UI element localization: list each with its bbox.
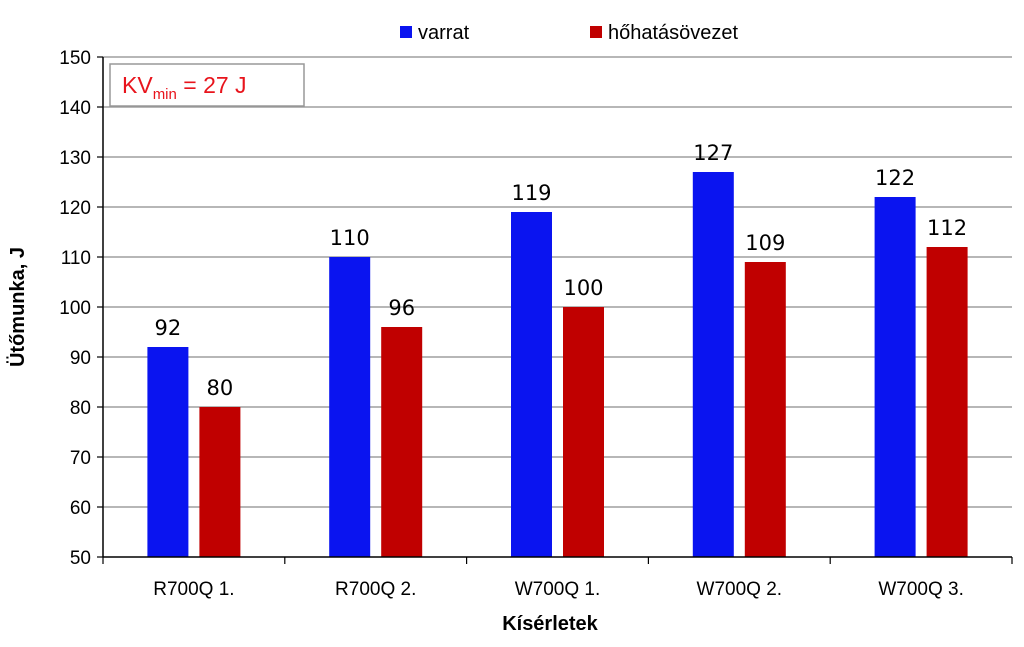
y-tick-label: 100	[59, 298, 91, 319]
bar-hohatasovezet-2	[381, 327, 423, 557]
annotation-box	[109, 63, 305, 107]
data-label: 109	[745, 231, 785, 255]
kv-min-annotation: KVmin = 27 J	[109, 63, 305, 107]
bar-varrat-2	[329, 257, 371, 557]
y-tick-label: 150	[59, 48, 91, 69]
y-tick-label: 120	[59, 198, 91, 219]
y-tick-label: 70	[70, 448, 91, 469]
bar-varrat-3	[511, 212, 552, 557]
data-label: 110	[330, 226, 370, 250]
annotation-suffix: = 27 J	[177, 72, 247, 98]
x-category-label: R700Q 2.	[335, 579, 416, 600]
legend: varrat hőhatásövezet	[400, 22, 739, 44]
x-category-label: W700Q 2.	[697, 579, 783, 600]
y-axis-title: Ütőmunka, J	[6, 247, 29, 367]
legend-label-varrat: varrat	[418, 22, 470, 44]
axes	[97, 56, 1013, 564]
data-label: 96	[388, 296, 415, 320]
bar-hohatasovezet-4	[744, 262, 786, 557]
annotation-subscript: min	[153, 86, 177, 103]
bar-hohatasovezet-3	[563, 307, 604, 557]
data-label: 112	[927, 216, 967, 240]
legend-swatch-varrat	[400, 26, 412, 38]
y-tick-label: 130	[59, 148, 91, 169]
data-label: 80	[207, 376, 234, 400]
y-tick-label: 90	[70, 348, 91, 369]
data-label: 92	[155, 316, 182, 340]
x-category-label: W700Q 3.	[878, 579, 964, 600]
data-label: 119	[511, 181, 551, 205]
bars	[147, 172, 968, 557]
y-tick-label: 140	[59, 98, 91, 119]
data-label: 100	[563, 276, 603, 300]
y-tick-label: 80	[70, 398, 91, 419]
data-label: 122	[875, 166, 915, 190]
legend-label-hohatasovezet: hőhatásövezet	[608, 22, 739, 44]
bar-varrat-5	[874, 197, 916, 557]
x-category-label: R700Q 1.	[153, 579, 234, 600]
data-label: 127	[693, 141, 733, 165]
bar-hohatasovezet-1	[199, 407, 241, 557]
legend-swatch-hohatasovezet	[590, 26, 602, 38]
y-tick-label: 60	[70, 498, 91, 519]
bar-varrat-1	[147, 347, 189, 557]
bar-hohatasovezet-5	[926, 247, 968, 557]
y-tick-label: 110	[61, 248, 91, 269]
gridlines	[103, 56, 1012, 508]
labels: 50 60 70 80 90 100 110 120 130 140 150 92 80 R700Q 1.…	[59, 48, 967, 600]
y-tick-label: 50	[70, 548, 91, 569]
bar-varrat-4	[692, 172, 734, 557]
x-category-label: W700Q 1.	[515, 579, 601, 600]
x-axis-title: Kísérletek	[502, 613, 598, 635]
annotation-prefix: KV	[122, 72, 153, 98]
annotation-text: KVmin = 27 J	[122, 72, 247, 103]
